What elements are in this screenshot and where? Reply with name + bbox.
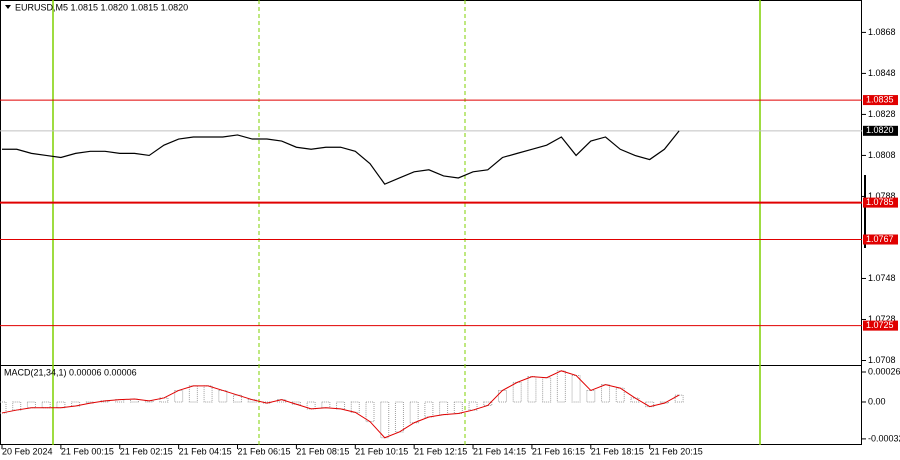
- x-tick-label: 20 Feb 2024: [2, 446, 53, 456]
- level-tag: [863, 320, 898, 331]
- level-label: 1.0835: [866, 94, 894, 104]
- indicator-title: MACD(21,34,1) 0.00006 0.00006: [4, 367, 137, 377]
- x-tick-label: 21 Feb 00:15: [61, 446, 114, 456]
- macd-bar: [26, 401, 36, 409]
- x-tick-label: 21 Feb 02:15: [120, 446, 173, 456]
- x-tick-label: 21 Feb 06:15: [238, 446, 291, 456]
- macd-bar: [483, 401, 493, 406]
- x-tick-label: 21 Feb 20:15: [650, 446, 703, 456]
- y-tick-label: 1.0728: [868, 314, 896, 324]
- macd-bar: [365, 401, 375, 423]
- y-tick-label: 1.0848: [868, 68, 896, 78]
- y-tick-label: 1.0828: [868, 109, 896, 119]
- level-tag: [863, 234, 898, 245]
- x-tick-label: 21 Feb 12:15: [414, 446, 467, 456]
- last-price-tag: [863, 125, 898, 136]
- macd-bar: [41, 401, 51, 409]
- x-tick-label: 21 Feb 16:15: [532, 446, 585, 456]
- chart-title: EURUSD,M5 1.0815 1.0820 1.0815 1.0820: [15, 2, 188, 12]
- level-label: 1.0785: [866, 197, 894, 207]
- price-line: [2, 130, 680, 185]
- x-tick-label: 21 Feb 04:15: [179, 446, 232, 456]
- macd-bar: [56, 401, 66, 409]
- y-tick-label: 0.00: [868, 396, 886, 406]
- level-label: 1.0767: [866, 234, 894, 244]
- x-tick-label: 21 Feb 18:15: [591, 446, 644, 456]
- x-tick-label: 21 Feb 14:15: [473, 446, 526, 456]
- y-tick-label: 1.0868: [868, 27, 896, 37]
- signal-line: [1, 370, 680, 439]
- y-tick-label: 0.00026: [868, 366, 900, 376]
- level-tag: [863, 95, 898, 106]
- menu-arrow[interactable]: [5, 5, 11, 9]
- y-tick-label: 1.0808: [868, 150, 896, 160]
- last-price-label: 1.0820: [866, 125, 894, 135]
- x-tick-label: 21 Feb 08:15: [296, 446, 349, 456]
- y-tick-label: 1.0748: [868, 273, 896, 283]
- level-tag: [863, 197, 898, 208]
- macd-bar: [380, 401, 390, 439]
- x-tick-label: 21 Feb 10:15: [355, 446, 408, 456]
- y-tick-label: 1.0788: [868, 191, 896, 201]
- y-tick-label: -0.00032: [868, 433, 900, 443]
- macd-bar: [659, 401, 669, 404]
- y-tick-label: 1.0708: [868, 355, 896, 365]
- macd-bar: [0, 401, 7, 414]
- level-label: 1.0725: [866, 320, 894, 330]
- macd-bar: [321, 401, 331, 409]
- macd-bar: [453, 401, 463, 415]
- frame: [0, 0, 862, 445]
- macd-bar: [394, 401, 404, 433]
